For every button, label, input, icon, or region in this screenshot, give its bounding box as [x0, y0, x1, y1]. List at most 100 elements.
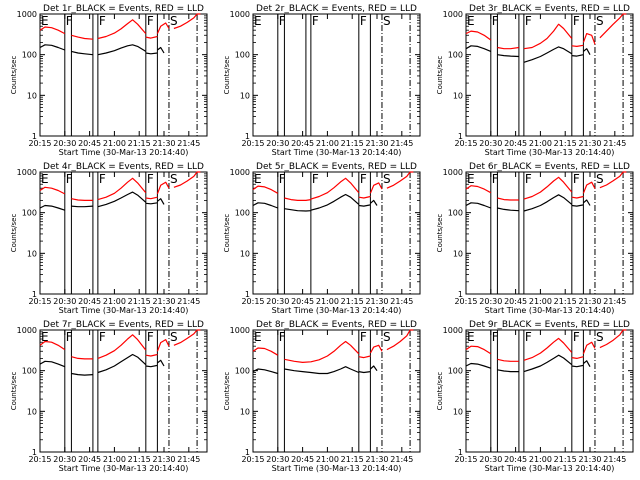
- panel-4-ytick-label: 10: [27, 249, 37, 258]
- panel-9-series-events: [465, 362, 491, 369]
- panel-9-series-lld: [582, 341, 596, 355]
- panel-7-title: Det 7r_BLACK = Events, RED = LLD: [43, 320, 204, 330]
- panel-1-series-lld: [39, 26, 66, 35]
- panel-3-ylabel: Counts/sec: [436, 56, 444, 95]
- panel-8-xtick-label: 20:30: [266, 455, 289, 464]
- panel-2-xtick-label: 20:30: [266, 139, 289, 148]
- panel-8-series-lld: [369, 344, 383, 354]
- panel-4: Det 4r_BLACK = Events, RED = LLD 1 10 100 10…: [10, 162, 208, 315]
- panel-6-ytick-label: 1: [458, 290, 463, 299]
- panel-6-series-events: [465, 202, 492, 209]
- panel-9-marker-label: E: [467, 330, 475, 344]
- panel-2-xtick-label: 21:00: [316, 139, 339, 148]
- panel-4-xtick-label: 21:15: [128, 297, 151, 306]
- panel-5-series-lld: [369, 182, 383, 194]
- panel-1-ytick-label: 10: [27, 91, 37, 100]
- panel-9-ylabel: Counts/sec: [436, 372, 444, 411]
- panel-1-ytick-label: 1000: [17, 10, 37, 19]
- panel-4-ytick-label: 100: [22, 209, 37, 218]
- panel-7-marker-label: F: [147, 330, 154, 344]
- panel-4-xtick-label: 21:30: [152, 297, 175, 306]
- panel-5-ylabel: Counts/sec: [223, 214, 231, 253]
- panel-4-series-events: [39, 204, 65, 211]
- panel-3-xtick-label: 21:15: [554, 139, 577, 148]
- panel-4-ytick-label: 1000: [17, 168, 37, 177]
- panel-1-series-events: [39, 44, 66, 51]
- panel-9: Det 9r_BLACK = Events, RED = LLD 1 10 100 10…: [436, 320, 634, 473]
- panel-7-marker-label: E: [41, 330, 49, 344]
- panel-7-xtick-label: 21:15: [128, 455, 151, 464]
- panel-8-xtick-label: 20:45: [291, 455, 314, 464]
- panel-4-xtick-label: 21:00: [103, 297, 126, 306]
- panel-7-xtick-label: 21:30: [152, 455, 175, 464]
- panel-7-ytick-label: 1: [32, 448, 37, 457]
- panel-8-series-events: [284, 366, 360, 375]
- panel-2-marker-label: F: [312, 14, 319, 28]
- panel-3-series-events: [523, 46, 573, 63]
- panel-7-series-events: [97, 353, 147, 374]
- panel-8-series-events: [252, 368, 278, 375]
- panel-7-marker-label: S: [170, 330, 178, 344]
- panel-7-marker-label: F: [66, 330, 73, 344]
- panel-6-xtick-label: 21:45: [603, 297, 626, 306]
- panel-4-xtick-label: 21:45: [177, 297, 200, 306]
- panel-4-series-lld: [39, 186, 66, 195]
- panel-4-ytick-label: 1: [32, 290, 37, 299]
- panel-5-title: Det 5r_BLACK = Events, RED = LLD: [256, 162, 417, 172]
- panel-8-xtick-label: 21:45: [390, 455, 413, 464]
- panel-6-ytick-label: 1000: [443, 168, 463, 177]
- panel-5-marker-label: F: [279, 172, 286, 186]
- panel-9-xtick-label: 20:30: [479, 455, 502, 464]
- panel-3-xtick-label: 20:15: [454, 139, 477, 148]
- panel-1: Det 1r_BLACK = Events, RED = LLD 1 10 100 10…: [10, 4, 208, 157]
- panel-8-marker-label: S: [383, 330, 391, 344]
- panel-9-series-lld: [497, 358, 519, 362]
- panel-4-series-events: [145, 202, 158, 205]
- panel-8-series-events: [358, 371, 371, 374]
- panel-5-xtick-label: 21:30: [365, 297, 388, 306]
- panel-1-title: Det 1r_BLACK = Events, RED = LLD: [43, 4, 204, 14]
- panel-9-series-events: [583, 360, 591, 367]
- panel-9-xtick-label: 21:30: [578, 455, 601, 464]
- panel-1-xtick-label: 21:45: [177, 139, 200, 148]
- panel-8-xlabel: Start Time (30-Mar-13 20:14:40): [272, 464, 402, 473]
- panel-1-xtick-label: 20:15: [28, 139, 51, 148]
- panel-7-series-events: [157, 359, 165, 367]
- panel-8-series-lld: [284, 340, 360, 363]
- panel-7-xtick-label: 20:15: [28, 455, 51, 464]
- panel-6-series-lld: [571, 195, 584, 199]
- panel-5-ytick-label: 10: [240, 249, 250, 258]
- panel-4-marker-label: E: [41, 172, 49, 186]
- panel-9-ytick-label: 10: [453, 407, 463, 416]
- panel-1-xtick-label: 21:00: [103, 139, 126, 148]
- panel-9-series-lld: [465, 345, 492, 355]
- panel-1-series-lld: [71, 34, 93, 40]
- panel-9-ytick-label: 1: [458, 448, 463, 457]
- panel-5-ytick-label: 1000: [230, 168, 250, 177]
- panel-9-series-lld: [523, 337, 573, 361]
- panel-7-series-lld: [97, 334, 147, 359]
- panel-3-series-lld: [599, 13, 627, 39]
- panel-2-xtick-label: 21:15: [341, 139, 364, 148]
- panel-1-marker-label: F: [99, 14, 106, 28]
- panel-5-xtick-label: 21:00: [316, 297, 339, 306]
- panel-3-xtick-label: 20:30: [479, 139, 502, 148]
- panel-9-series-events: [523, 354, 573, 373]
- panel-9-xtick-label: 21:00: [529, 455, 552, 464]
- panel-1-marker-label: F: [147, 14, 154, 28]
- panel-3-series-lld: [582, 32, 596, 45]
- panel-3-series-lld: [523, 23, 573, 50]
- panel-3-series-events: [583, 48, 591, 55]
- panel-3-series-events: [571, 54, 584, 57]
- panel-8-series-lld: [358, 355, 371, 359]
- panel-2-ytick-label: 100: [235, 51, 250, 60]
- panel-4-series-lld: [156, 181, 170, 195]
- panel-3-xtick-label: 21:30: [578, 139, 601, 148]
- panel-5-series-events: [310, 193, 360, 211]
- panel-2-xtick-label: 20:15: [241, 139, 264, 148]
- panel-5-series-events: [370, 199, 378, 206]
- panel-8-ytick-label: 10: [240, 407, 250, 416]
- panel-4-marker-label: F: [66, 172, 73, 186]
- panel-3-series-lld: [465, 30, 492, 41]
- panel-7-ytick-label: 100: [22, 367, 37, 376]
